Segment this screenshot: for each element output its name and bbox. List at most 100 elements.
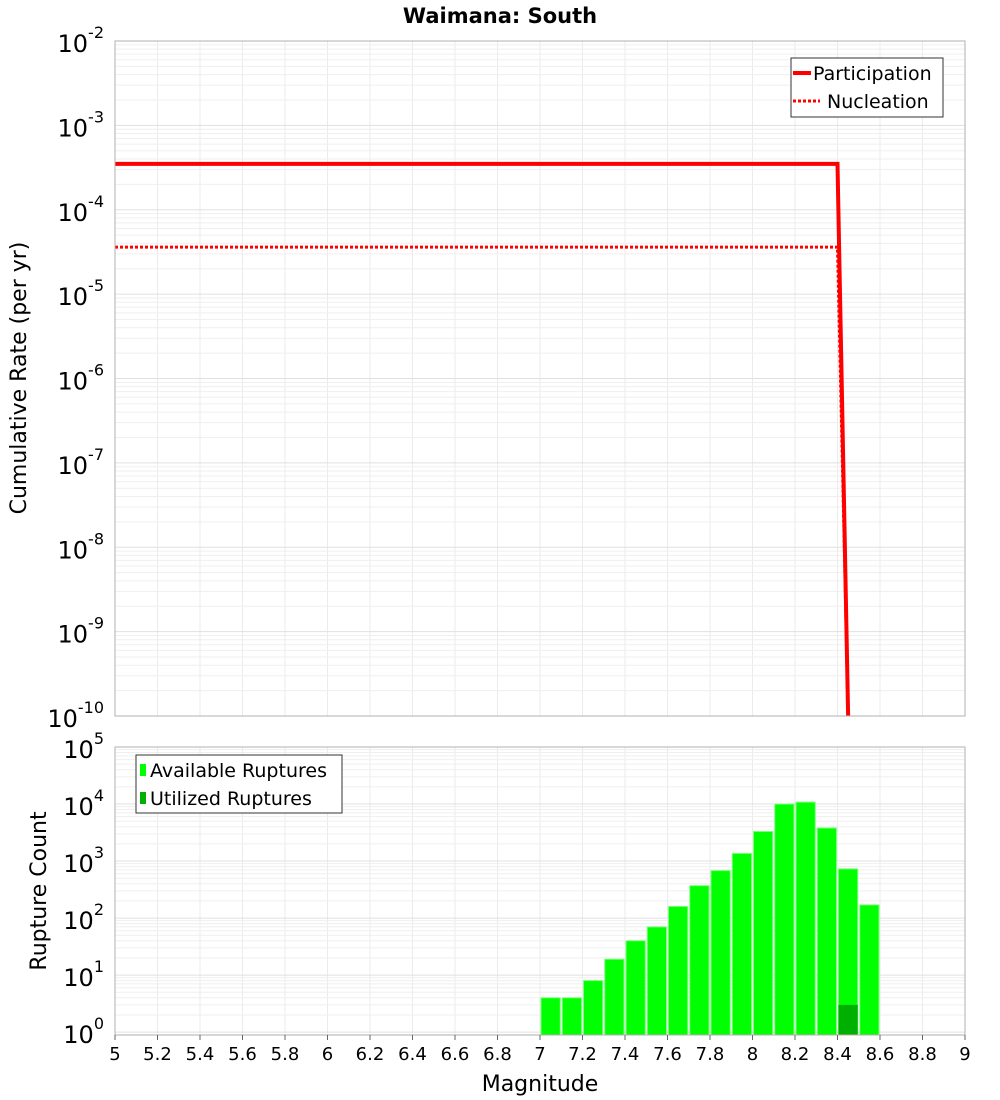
y-tick-exponent: -3 bbox=[88, 107, 104, 126]
x-tick-label: 8.6 bbox=[866, 1044, 895, 1065]
x-tick-label: 8.2 bbox=[781, 1044, 810, 1065]
x-tick-label: 5.8 bbox=[271, 1044, 300, 1065]
y-tick-base: 10 bbox=[58, 283, 89, 311]
x-tick-label: 5 bbox=[109, 1044, 120, 1065]
y-tick-exponent: 4 bbox=[94, 786, 104, 805]
y-tick-label: 10-7 bbox=[58, 445, 105, 480]
y-tick-base: 10 bbox=[47, 705, 78, 733]
y-tick-label: 10-2 bbox=[58, 23, 105, 58]
plot-border bbox=[114, 40, 966, 717]
bar-available-ruptures bbox=[540, 997, 561, 1035]
legend-swatch bbox=[140, 792, 146, 804]
x-tick-label: 7.4 bbox=[611, 1044, 640, 1065]
bar-available-ruptures bbox=[561, 997, 582, 1035]
x-tick-label: 8 bbox=[747, 1044, 758, 1065]
y-tick-base: 10 bbox=[58, 30, 89, 58]
bar-utilized-ruptures bbox=[838, 1004, 858, 1035]
y-tick-base: 10 bbox=[63, 850, 94, 878]
x-tick-label: 6.6 bbox=[441, 1044, 470, 1065]
y-tick-label: 10-3 bbox=[58, 107, 105, 142]
y-tick-exponent: -9 bbox=[88, 614, 104, 633]
x-tick-label: 6.4 bbox=[398, 1044, 427, 1065]
x-tick-label: 7.6 bbox=[653, 1044, 682, 1065]
y-tick-base: 10 bbox=[63, 907, 94, 935]
legend-box bbox=[135, 754, 343, 814]
bar-available-ruptures bbox=[774, 803, 795, 1035]
top-y-axis-label: Cumulative Rate (per yr) bbox=[7, 242, 32, 515]
y-tick-exponent: 2 bbox=[94, 900, 104, 919]
y-tick-exponent: -10 bbox=[78, 698, 104, 717]
bar-available-ruptures bbox=[753, 830, 774, 1035]
chart-title: Waimana: South bbox=[403, 4, 597, 28]
rate-plot: 10-210-310-410-510-610-710-810-910-10Par… bbox=[47, 23, 966, 733]
bar-available-ruptures bbox=[731, 852, 752, 1035]
y-tick-exponent: -2 bbox=[88, 23, 104, 42]
y-tick-exponent: -6 bbox=[88, 361, 104, 380]
legend-label: Nucleation bbox=[827, 91, 929, 113]
bar-available-ruptures bbox=[625, 940, 646, 1035]
y-tick-base: 10 bbox=[63, 1021, 94, 1049]
y-tick-label: 10-6 bbox=[58, 361, 105, 396]
y-tick-base: 10 bbox=[63, 736, 94, 764]
y-tick-base: 10 bbox=[63, 793, 94, 821]
x-tick-label: 6.8 bbox=[483, 1044, 512, 1065]
y-tick-base: 10 bbox=[58, 536, 89, 564]
y-tick-exponent: 1 bbox=[94, 957, 104, 976]
y-tick-label: 100 bbox=[63, 1014, 104, 1049]
x-tick-label: 6 bbox=[322, 1044, 333, 1065]
legend-label: Available Ruptures bbox=[150, 760, 327, 782]
y-tick-base: 10 bbox=[63, 964, 94, 992]
plot-marks bbox=[115, 161, 851, 716]
x-tick-label: 5.2 bbox=[143, 1044, 172, 1065]
x-tick-label: 8.4 bbox=[823, 1044, 852, 1065]
y-tick-base: 10 bbox=[58, 621, 89, 649]
y-tick-label: 102 bbox=[63, 900, 104, 935]
y-tick-label: 10-10 bbox=[47, 698, 104, 733]
legend-box bbox=[790, 57, 944, 118]
y-tick-exponent: -8 bbox=[88, 529, 104, 548]
y-tick-exponent: 5 bbox=[94, 729, 104, 748]
x-tick-label: 5.4 bbox=[186, 1044, 215, 1065]
y-tick-base: 10 bbox=[58, 452, 89, 480]
bar-available-ruptures bbox=[710, 870, 731, 1035]
y-tick-exponent: -4 bbox=[88, 192, 104, 211]
bar-available-ruptures bbox=[583, 980, 604, 1035]
x-tick-label: 7 bbox=[534, 1044, 545, 1065]
series-line-nucleation bbox=[115, 245, 850, 716]
y-tick-base: 10 bbox=[58, 368, 89, 396]
y-tick-exponent: -5 bbox=[88, 276, 104, 295]
y-tick-label: 10-4 bbox=[58, 192, 105, 227]
bar-available-ruptures bbox=[668, 905, 689, 1035]
x-tick-label: 7.2 bbox=[568, 1044, 597, 1065]
bottom-y-axis-label: Rupture Count bbox=[27, 811, 52, 971]
y-tick-label: 103 bbox=[63, 843, 104, 878]
y-tick-label: 104 bbox=[63, 786, 104, 821]
plot-marks bbox=[540, 801, 880, 1035]
bar-available-ruptures bbox=[816, 827, 837, 1035]
legend-label: Utilized Ruptures bbox=[150, 788, 312, 810]
y-tick-exponent: 3 bbox=[94, 843, 104, 862]
y-tick-base: 10 bbox=[58, 114, 89, 142]
y-tick-exponent: 0 bbox=[94, 1014, 104, 1033]
y-tick-label: 101 bbox=[63, 957, 104, 992]
bar-available-ruptures bbox=[838, 868, 859, 1035]
bar-available-ruptures bbox=[859, 904, 880, 1035]
y-tick-label: 105 bbox=[63, 729, 104, 764]
y-tick-base: 10 bbox=[58, 199, 89, 227]
legend: Participation Nucleation bbox=[790, 57, 944, 118]
bar-available-ruptures bbox=[795, 801, 816, 1035]
bar-available-ruptures bbox=[689, 885, 710, 1035]
x-tick-label: 6.2 bbox=[356, 1044, 385, 1065]
y-tick-label: 10-8 bbox=[58, 529, 105, 564]
x-tick-label: 8.8 bbox=[908, 1044, 937, 1065]
x-tick-label: 5.6 bbox=[228, 1044, 257, 1065]
y-tick-label: 10-5 bbox=[58, 276, 105, 311]
x-tick-label: 7.8 bbox=[696, 1044, 725, 1065]
legend: Available Ruptures Utilized Ruptures bbox=[135, 754, 343, 814]
bar-available-ruptures bbox=[646, 926, 667, 1035]
y-tick-label: 10-9 bbox=[58, 614, 105, 649]
bar-available-ruptures bbox=[604, 958, 625, 1035]
legend-swatch bbox=[140, 764, 146, 776]
